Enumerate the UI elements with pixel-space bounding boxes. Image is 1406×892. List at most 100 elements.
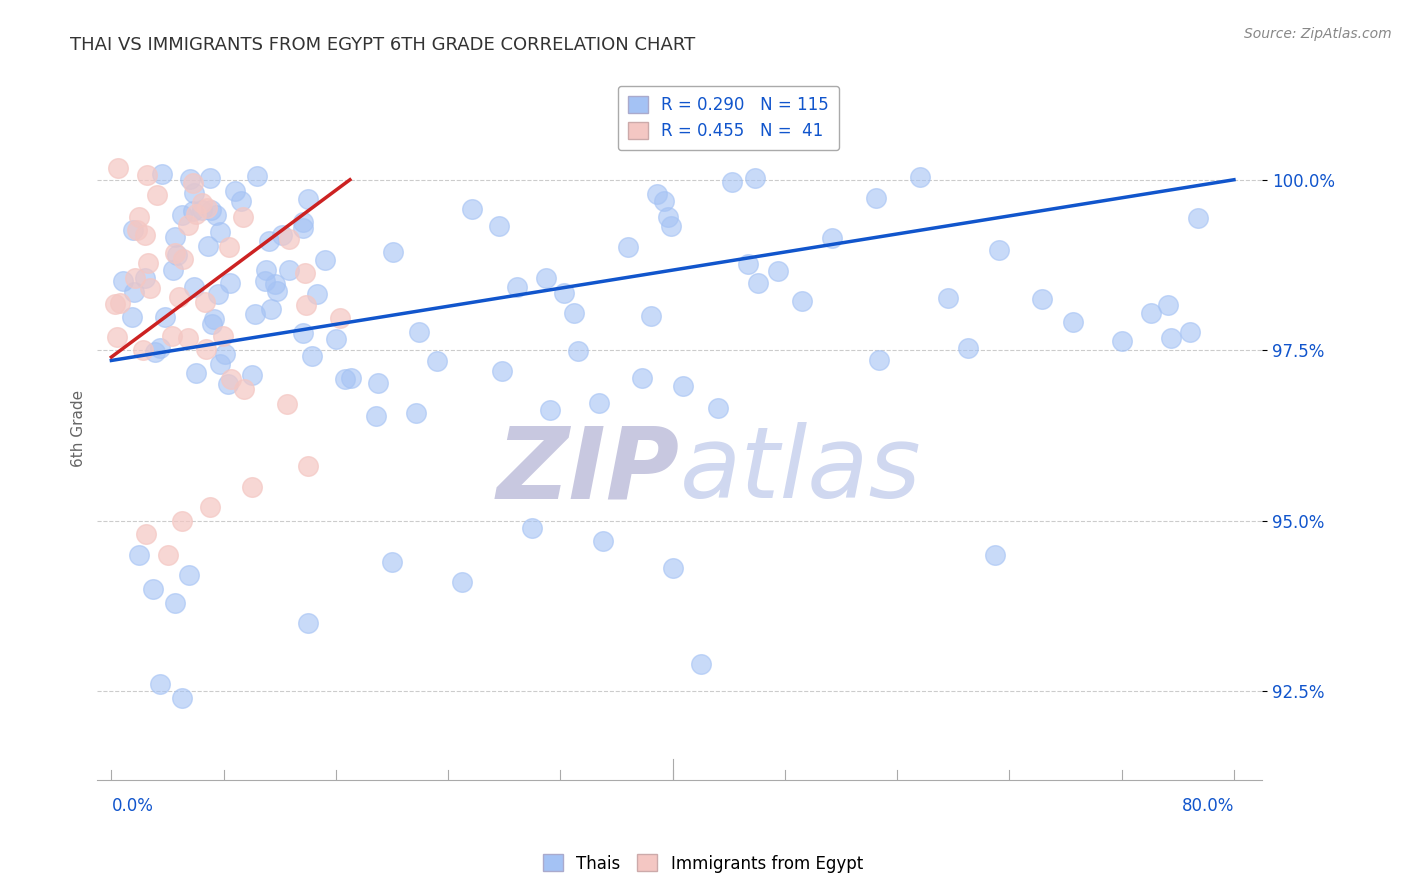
Point bbox=[170, 514, 193, 528]
Point bbox=[631, 371, 654, 385]
Point bbox=[212, 328, 235, 343]
Point bbox=[689, 657, 711, 671]
Point bbox=[297, 459, 319, 474]
Point bbox=[131, 343, 153, 358]
Point bbox=[143, 345, 166, 359]
Point bbox=[257, 234, 280, 248]
Point bbox=[640, 310, 662, 324]
Point bbox=[240, 480, 263, 494]
Point bbox=[195, 201, 218, 215]
Point bbox=[737, 257, 759, 271]
Point bbox=[172, 207, 194, 221]
Point bbox=[301, 349, 323, 363]
Point bbox=[149, 341, 172, 355]
Point bbox=[128, 211, 150, 225]
Point bbox=[291, 220, 314, 235]
Point bbox=[314, 252, 336, 267]
Point bbox=[219, 277, 242, 291]
Point bbox=[162, 328, 184, 343]
Point bbox=[364, 409, 387, 424]
Point bbox=[125, 223, 148, 237]
Point bbox=[271, 228, 294, 243]
Point bbox=[155, 310, 177, 324]
Point bbox=[329, 311, 352, 326]
Text: ZIP: ZIP bbox=[496, 422, 679, 519]
Point bbox=[367, 376, 389, 390]
Point bbox=[163, 596, 186, 610]
Point bbox=[340, 371, 363, 385]
Point bbox=[381, 555, 404, 569]
Point bbox=[128, 548, 150, 562]
Y-axis label: 6th Grade: 6th Grade bbox=[72, 390, 86, 467]
Point bbox=[707, 401, 730, 415]
Point bbox=[214, 347, 236, 361]
Point bbox=[936, 291, 959, 305]
Point bbox=[219, 372, 242, 386]
Point bbox=[325, 332, 347, 346]
Point bbox=[195, 342, 218, 356]
Point bbox=[139, 281, 162, 295]
Point bbox=[229, 194, 252, 208]
Legend: Thais, Immigrants from Egypt: Thais, Immigrants from Egypt bbox=[537, 847, 869, 880]
Point bbox=[461, 202, 484, 216]
Point bbox=[112, 274, 135, 288]
Point bbox=[209, 226, 232, 240]
Point bbox=[162, 263, 184, 277]
Point bbox=[1187, 211, 1209, 226]
Point bbox=[292, 215, 315, 229]
Point bbox=[198, 500, 221, 514]
Point bbox=[1178, 325, 1201, 339]
Point bbox=[165, 246, 187, 260]
Point bbox=[204, 208, 226, 222]
Point bbox=[491, 364, 513, 378]
Point bbox=[297, 615, 319, 630]
Point bbox=[191, 195, 214, 210]
Point bbox=[451, 575, 474, 590]
Point bbox=[295, 297, 318, 311]
Point bbox=[1031, 292, 1053, 306]
Point bbox=[335, 372, 357, 386]
Point bbox=[200, 202, 222, 217]
Point bbox=[184, 366, 207, 380]
Point bbox=[488, 219, 510, 233]
Point bbox=[868, 353, 890, 368]
Text: Source: ZipAtlas.com: Source: ZipAtlas.com bbox=[1244, 27, 1392, 41]
Point bbox=[657, 210, 679, 224]
Point bbox=[588, 396, 610, 410]
Point bbox=[307, 286, 329, 301]
Point bbox=[957, 341, 980, 355]
Point bbox=[1139, 306, 1161, 320]
Point bbox=[224, 184, 246, 198]
Point bbox=[240, 368, 263, 383]
Point bbox=[177, 568, 200, 582]
Point bbox=[292, 326, 315, 340]
Point bbox=[194, 294, 217, 309]
Point bbox=[278, 232, 301, 246]
Point bbox=[232, 210, 254, 224]
Point bbox=[652, 194, 675, 209]
Point bbox=[218, 239, 240, 253]
Point bbox=[183, 186, 205, 201]
Point bbox=[202, 311, 225, 326]
Point bbox=[865, 191, 887, 205]
Text: 80.0%: 80.0% bbox=[1181, 797, 1234, 815]
Point bbox=[170, 691, 193, 706]
Point bbox=[382, 245, 405, 260]
Point bbox=[124, 270, 146, 285]
Point bbox=[1062, 315, 1084, 329]
Point bbox=[426, 353, 449, 368]
Point bbox=[181, 203, 204, 218]
Point bbox=[567, 344, 589, 359]
Point bbox=[405, 406, 427, 420]
Point bbox=[233, 382, 256, 396]
Point bbox=[553, 286, 575, 301]
Point bbox=[150, 167, 173, 181]
Point bbox=[122, 222, 145, 236]
Point bbox=[121, 310, 143, 324]
Legend: R = 0.290   N = 115, R = 0.455   N =  41: R = 0.290 N = 115, R = 0.455 N = 41 bbox=[619, 86, 839, 151]
Point bbox=[254, 263, 277, 277]
Point bbox=[253, 273, 276, 287]
Point bbox=[294, 266, 316, 280]
Point bbox=[156, 548, 179, 562]
Point bbox=[107, 161, 129, 175]
